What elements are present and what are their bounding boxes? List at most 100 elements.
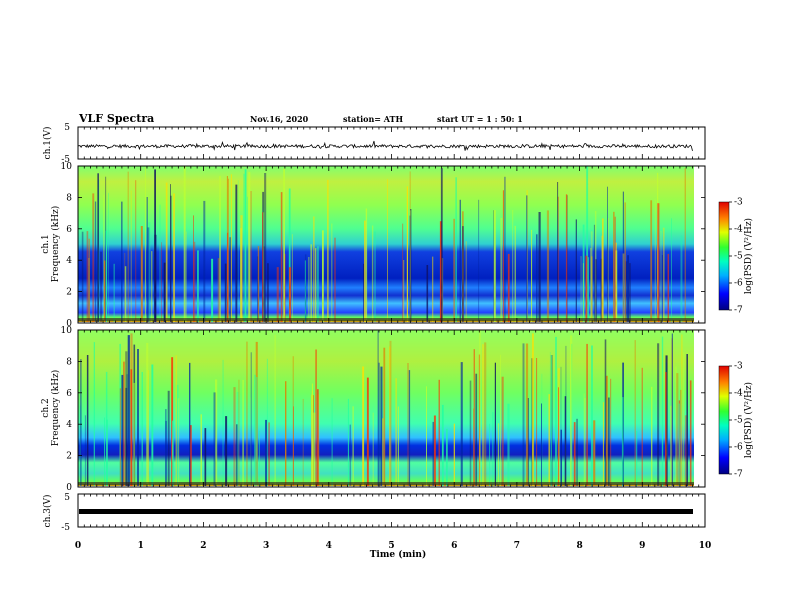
spectrogram-streak <box>203 200 206 322</box>
x-tick-label: 5 <box>388 541 394 551</box>
colorbar-ch1-label: log(PSD) (V²/Hz) <box>743 218 754 294</box>
spectrogram-streak <box>219 175 221 322</box>
waveform-ch3-ylabel: ch.3(V) <box>42 495 53 528</box>
spectrogram-streak <box>492 412 494 486</box>
spectrogram-ch2-channel-label: ch.2 <box>41 398 51 417</box>
spectrogram-streak <box>607 218 609 322</box>
spectrogram-streak <box>362 366 365 486</box>
spectrogram-streak <box>671 333 673 486</box>
spectrogram-streak <box>185 231 187 322</box>
spectrogram-streak <box>660 230 662 322</box>
spectrogram-streak <box>607 186 608 322</box>
spectrogram-streak <box>315 349 317 486</box>
spectrogram-streak <box>494 362 496 486</box>
spectrogram-streak <box>137 349 139 486</box>
spectrogram-streak <box>383 347 386 486</box>
spectrogram-streak <box>258 430 260 486</box>
spectrogram-streak <box>225 416 228 486</box>
spectrogram-streak <box>173 193 175 322</box>
colorbar-ch1-scale <box>718 201 730 311</box>
spectrogram-streak <box>280 192 283 322</box>
spectrogram-streak <box>446 428 448 486</box>
spectrogram-streak <box>236 392 239 486</box>
header-station: station= ATH <box>343 114 403 124</box>
spectrogram-streak <box>267 263 269 322</box>
spectrogram-streak <box>683 352 685 486</box>
x-axis-ticks <box>77 127 706 527</box>
x-tick-label: 4 <box>326 541 332 551</box>
spectrogram-streak <box>148 222 151 322</box>
spectrogram-streak <box>378 362 380 486</box>
spectrogram-streak <box>263 212 265 322</box>
x-tick-label: 8 <box>576 541 582 551</box>
colorbar-tick-label: -5 <box>734 252 743 262</box>
spectrogram-streak <box>433 415 436 486</box>
colorbar-tick-label: -7 <box>734 470 743 480</box>
spectrogram-streak <box>657 343 660 486</box>
spectrogram-streak <box>661 336 664 486</box>
spectrogram-streak <box>250 191 252 322</box>
spectrogram-streak <box>334 237 336 322</box>
spectrogram-streak <box>235 184 238 322</box>
colorbar-ch2: -3 -4 -5 -6 -7 log(PSD) (V²/Hz) <box>718 362 754 480</box>
spectrogram-streak <box>121 374 124 486</box>
spectrogram-streak <box>159 204 161 322</box>
spectrogram-streak <box>681 334 683 486</box>
spectrogram-streak <box>310 244 313 322</box>
spectrogram-streak <box>313 216 315 322</box>
spectrogram-streak <box>551 355 552 486</box>
spectrogram-streak <box>262 212 263 322</box>
colorbar-tick-label: -6 <box>734 443 743 453</box>
spectrogram-streak <box>285 381 287 486</box>
spectrogram-streak <box>244 169 247 322</box>
spectrogram-streak <box>308 257 310 322</box>
spectrogram-streak <box>165 182 168 322</box>
spectrogram-ch1-yticks: 0 2 4 6 8 10 <box>61 162 705 329</box>
spectrogram-streak <box>479 330 481 486</box>
spectrogram-streak <box>127 335 130 486</box>
spectrogram-streak <box>462 226 464 322</box>
waveform-ch3-ytick-bottom: -5 <box>61 523 70 533</box>
spectrogram-streak <box>507 253 510 322</box>
spectrogram-streak <box>119 388 121 486</box>
spectrogram-streak <box>256 377 258 486</box>
spectrogram-streak <box>374 231 376 322</box>
spectrogram-streak <box>555 336 557 486</box>
spectrogram-streak <box>127 171 129 322</box>
spectrogram-streak <box>304 254 307 322</box>
spectrogram-streak <box>532 333 534 486</box>
spectrogram-ch2-streaks <box>78 330 694 486</box>
spectrogram-streak <box>558 387 559 486</box>
spectrogram-streak <box>584 398 586 486</box>
x-tick-label: 7 <box>514 541 520 551</box>
spectrogram-streak <box>382 418 384 486</box>
spectrogram-streak <box>406 186 408 322</box>
spectrogram-streak <box>238 379 240 486</box>
x-axis-label: Time (min) <box>370 549 427 560</box>
spectrogram-streak <box>266 358 268 486</box>
spectrogram-streak <box>322 230 324 322</box>
spectrogram-streak <box>615 250 618 322</box>
spectrogram-streak <box>176 384 179 486</box>
spectrogram-streak <box>265 419 267 486</box>
spectrogram-ch1-streaks <box>78 166 694 322</box>
spectrogram-streak <box>387 179 388 322</box>
spectrogram-streak <box>557 196 559 322</box>
spectrogram-streak <box>163 262 166 322</box>
spectrogram-ch1-panel: 0 2 4 6 8 10 Frequency (kHz) ch.1 <box>41 162 706 329</box>
spectrogram-streak <box>636 431 638 486</box>
spectrogram-streak <box>124 364 126 486</box>
spectrogram-streak <box>627 255 629 322</box>
spectrogram-lowband <box>78 482 694 485</box>
spectrogram-streak <box>512 210 514 322</box>
spectrogram-streak <box>255 341 258 486</box>
spectrogram-streak <box>108 192 109 322</box>
spectrogram-streak <box>507 403 510 486</box>
spectrogram-streak <box>141 372 143 486</box>
spectrogram-streak <box>455 177 457 322</box>
spectrogram-streak <box>175 355 177 486</box>
spectrogram-streak <box>582 263 584 322</box>
spectrogram-streak <box>161 242 162 322</box>
spectrogram-streak <box>689 380 692 486</box>
spectrogram-ytick-label: 2 <box>66 452 72 462</box>
